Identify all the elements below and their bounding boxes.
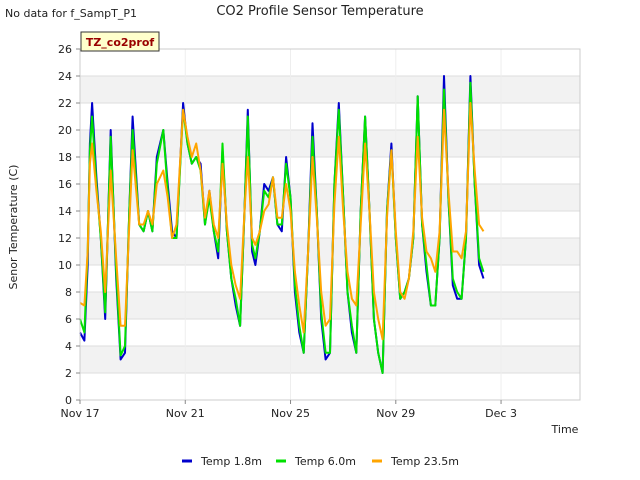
x-tick-label: Nov 29: [376, 407, 415, 420]
y-tick-label: 2: [65, 367, 72, 380]
y-tick-label: 22: [58, 97, 72, 110]
y-tick-label: 10: [58, 259, 72, 272]
y-tick-label: 6: [65, 313, 72, 326]
grid-band: [80, 238, 580, 265]
no-data-note: No data for f_SampT_P1: [5, 7, 137, 20]
x-tick-label: Nov 25: [271, 407, 310, 420]
site-badge-box: [80, 31, 160, 52]
x-tick-label: Dec 3: [485, 407, 517, 420]
grid-band: [80, 184, 580, 211]
y-tick-label: 24: [58, 70, 72, 83]
x-axis-ticks: Nov 17 Nov 21 Nov 25 Nov 29 Dec 3: [61, 400, 517, 420]
y-axis-label: Senor Temperature (C): [7, 165, 20, 290]
x-tick-label: Nov 17: [61, 407, 100, 420]
y-tick-label: 20: [58, 124, 72, 137]
plot-frame: [79, 48, 581, 401]
legend-label: Temp 1.8m: [200, 455, 262, 468]
y-tick-label: 26: [58, 43, 72, 56]
y-tick-label: 16: [58, 178, 72, 191]
legend: Temp 1.8m Temp 6.0m Temp 23.5m: [182, 455, 459, 468]
grid-band: [80, 130, 580, 157]
grid-band: [80, 76, 580, 103]
y-tick-label: 14: [58, 205, 72, 218]
x-tick-label: Nov 21: [166, 407, 205, 420]
y-tick-label: 12: [58, 232, 72, 245]
x-axis-label: Time: [551, 423, 579, 436]
y-tick-label: 4: [65, 340, 72, 353]
site-badge-label: TZ_co2prof: [86, 36, 155, 49]
y-tick-label: 18: [58, 151, 72, 164]
y-tick-label: 0: [65, 394, 72, 407]
chart-title: CO2 Profile Sensor Temperature: [216, 4, 423, 19]
series-line-2: [79, 81, 485, 374]
legend-label: Temp 6.0m: [294, 455, 356, 468]
legend-label: Temp 23.5m: [390, 455, 459, 468]
series-line-3: [79, 102, 485, 341]
plot-background: [80, 49, 580, 400]
series-lines: [79, 75, 485, 374]
y-tick-label: 8: [65, 286, 72, 299]
site-badge: TZ_co2prof: [80, 31, 160, 52]
